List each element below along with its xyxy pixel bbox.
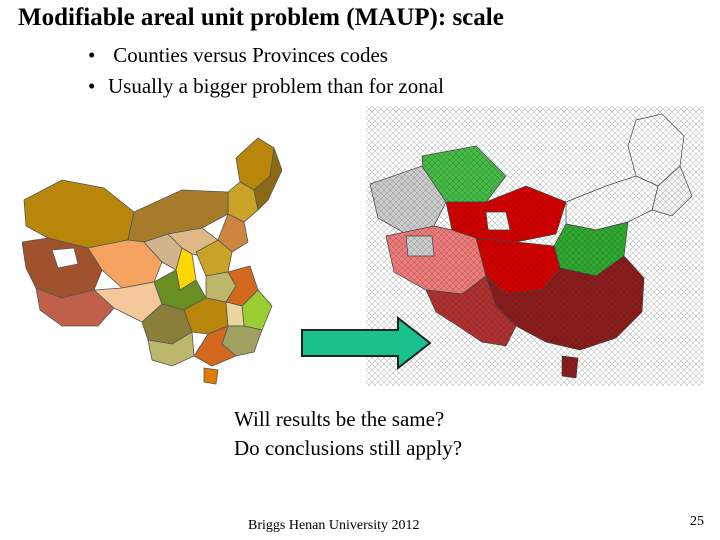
province-shape [35,287,115,327]
county-map-image [366,106,704,386]
arrow-shape [301,316,432,370]
bullet-list: • Counties versus Provinces codes • Usual… [88,40,444,102]
province-shape [203,367,219,385]
right-arrow-icon [301,316,432,370]
bullet-item: • Counties versus Provinces codes [88,40,444,71]
bullet-marker: • [88,43,96,67]
province-map-image [22,137,282,385]
footer-credit: Briggs Henan University 2012 [248,518,420,533]
province-shape [23,179,135,249]
slide-number: 25 [690,514,704,529]
province-shape [51,247,79,269]
slide-title: Modifiable areal unit problem (MAUP): sc… [18,4,504,31]
bullet-marker: • [88,74,96,98]
bullet-item: • Usually a bigger problem than for zonal [88,71,444,102]
question-line: Do conclusions still apply? [234,436,463,460]
question-line: Will results be the same? [234,407,445,431]
province-shape [253,147,282,211]
bullet-text: Usually a bigger problem than for zonal [108,74,444,98]
province-shape [225,301,245,327]
province-shape [195,239,233,277]
province-shape [87,239,163,289]
bullet-text: Counties versus Provinces codes [108,43,388,67]
question-block: Will results be the same? Do conclusions… [234,405,462,463]
province-shape [147,331,195,367]
province-shape [217,213,249,253]
